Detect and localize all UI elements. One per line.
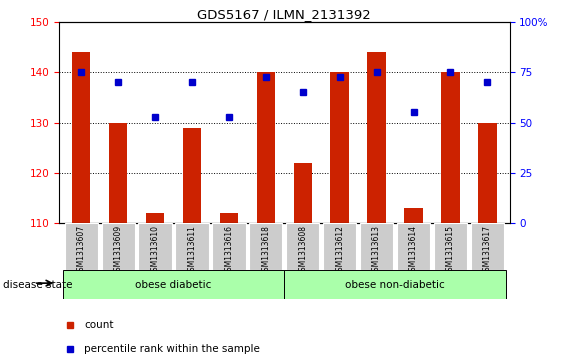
Text: percentile rank within the sample: percentile rank within the sample [84,344,260,354]
Bar [368,52,386,223]
FancyBboxPatch shape [323,223,356,270]
Text: GSM1313617: GSM1313617 [483,225,492,276]
Bar [441,72,459,223]
Text: obese diabetic: obese diabetic [135,280,212,290]
Text: GSM1313608: GSM1313608 [298,225,307,276]
Text: GSM1313612: GSM1313612 [335,225,344,276]
FancyBboxPatch shape [212,223,245,270]
FancyBboxPatch shape [360,223,393,270]
Bar [63,270,284,299]
FancyBboxPatch shape [138,223,172,270]
FancyBboxPatch shape [397,223,430,270]
Text: GSM1313611: GSM1313611 [187,225,196,276]
Bar [72,52,91,223]
FancyBboxPatch shape [249,223,283,270]
Text: GSM1313615: GSM1313615 [446,225,455,276]
Bar [220,213,238,223]
Text: GSM1313609: GSM1313609 [114,225,123,276]
Text: count: count [84,321,113,330]
Title: GDS5167 / ILMN_2131392: GDS5167 / ILMN_2131392 [198,8,371,21]
Bar [146,213,164,223]
Bar [109,122,127,223]
Text: disease state: disease state [3,280,72,290]
FancyBboxPatch shape [286,223,319,270]
Bar [478,122,497,223]
Text: GSM1313610: GSM1313610 [150,225,159,276]
Bar [183,127,201,223]
Text: GSM1313614: GSM1313614 [409,225,418,276]
Text: GSM1313607: GSM1313607 [77,225,86,276]
Text: GSM1313618: GSM1313618 [261,225,270,276]
FancyBboxPatch shape [434,223,467,270]
Bar [257,72,275,223]
Text: obese non-diabetic: obese non-diabetic [345,280,445,290]
Bar [330,72,349,223]
FancyBboxPatch shape [471,223,504,270]
FancyBboxPatch shape [176,223,209,270]
FancyBboxPatch shape [101,223,135,270]
FancyBboxPatch shape [65,223,98,270]
Bar [404,208,423,223]
Bar [284,270,506,299]
Bar [293,163,312,223]
Text: GSM1313616: GSM1313616 [225,225,234,276]
Text: GSM1313613: GSM1313613 [372,225,381,276]
